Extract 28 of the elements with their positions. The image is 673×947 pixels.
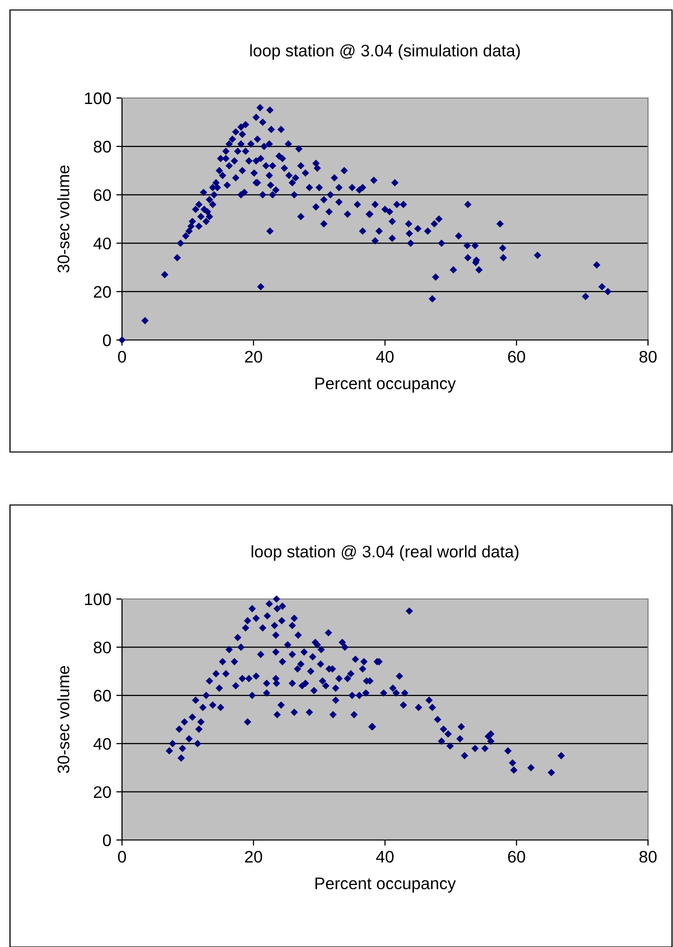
y-tick-label: 100 bbox=[85, 593, 111, 606]
y-tick-label: 20 bbox=[94, 786, 111, 798]
y-axis-title: 30-sec volume bbox=[57, 666, 70, 774]
y-tick-label: 60 bbox=[94, 189, 111, 202]
x-tick-label: 20 bbox=[245, 850, 262, 863]
y-tick-label: 80 bbox=[94, 642, 111, 654]
y-tick-label: 40 bbox=[93, 738, 111, 750]
x-axis-title: Percent occupancy bbox=[315, 378, 456, 393]
x-tick-label: 60 bbox=[508, 850, 526, 863]
chart-title: loop station @ 3.04 (simulation data) bbox=[250, 44, 520, 60]
y-tick-label: 80 bbox=[94, 140, 111, 153]
y-tick-label: 100 bbox=[85, 92, 111, 104]
x-tick-label: 80 bbox=[639, 350, 657, 363]
y-axis-title: 30-sec volume bbox=[57, 166, 70, 273]
x-tick-label: 40 bbox=[376, 850, 394, 863]
x-axis-title: Percent occupancy bbox=[315, 878, 456, 893]
x-tick-label: 20 bbox=[245, 350, 262, 363]
x-tick-label: 60 bbox=[508, 350, 526, 363]
y-tick-label: 20 bbox=[94, 286, 111, 298]
y-tick-label: 60 bbox=[94, 690, 111, 702]
y-tick-label: 0 bbox=[102, 334, 111, 346]
chart-title: loop station @ 3.04 (real world data) bbox=[252, 545, 518, 561]
y-tick-label: 0 bbox=[102, 834, 111, 846]
x-tick-label: 40 bbox=[376, 350, 394, 363]
y-tick-label: 40 bbox=[93, 238, 111, 250]
x-tick-label: 0 bbox=[118, 850, 126, 863]
x-tick-label: 0 bbox=[118, 350, 126, 363]
x-tick-label: 80 bbox=[639, 850, 657, 863]
